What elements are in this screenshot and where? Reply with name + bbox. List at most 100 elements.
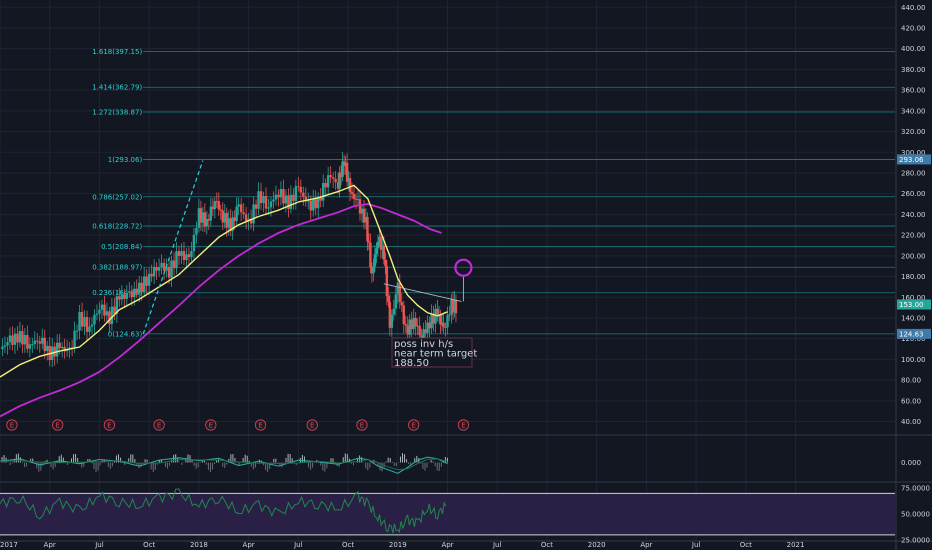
- slow-moving-average-line: [0, 203, 442, 418]
- earnings-marker: [153, 419, 165, 431]
- price-tick-label: 400.00: [901, 45, 926, 53]
- candle-body: [197, 208, 201, 228]
- candle-body: [324, 183, 327, 188]
- candle-body: [192, 234, 196, 252]
- x-tick-label: Apr: [441, 541, 453, 549]
- candle-body: [16, 333, 19, 343]
- candle-body: [185, 254, 188, 261]
- candle-body: [211, 206, 215, 210]
- candle-body: [190, 251, 193, 258]
- candle-body: [172, 260, 176, 269]
- price-tag-label: 124.63: [899, 330, 924, 338]
- candle-body: [26, 334, 29, 349]
- candle-body: [362, 208, 366, 223]
- candle-body: [235, 206, 238, 221]
- candle-body: [354, 198, 358, 200]
- earnings-marker: [408, 419, 420, 431]
- x-tick-label: Oct: [143, 541, 155, 549]
- candle-body: [85, 317, 89, 332]
- candle-body: [108, 311, 111, 325]
- candle-body: [41, 337, 44, 344]
- candle-body: [98, 309, 101, 314]
- earnings-marker: [457, 419, 470, 431]
- candle-body: [207, 218, 211, 221]
- candle-body: [128, 291, 131, 293]
- candle-body: [217, 201, 220, 210]
- candle-body: [339, 172, 343, 177]
- candle-body: [38, 341, 41, 344]
- candle-body: [402, 305, 405, 324]
- candle-body: [434, 308, 437, 324]
- candle-body: [209, 206, 213, 221]
- candle-body: [88, 326, 91, 332]
- earnings-marker-label: E: [10, 422, 14, 430]
- candle-body: [341, 161, 344, 177]
- price-tick-label: 120.00: [901, 335, 926, 343]
- candle-body: [182, 251, 186, 261]
- candle-body: [160, 262, 163, 268]
- macd-signal-line: [0, 458, 448, 471]
- candle-body: [279, 188, 283, 198]
- price-tick-label: 160.00: [901, 294, 926, 302]
- candle-body: [416, 325, 419, 327]
- price-tick-label: 340.00: [901, 107, 926, 115]
- earnings-marker: [306, 419, 318, 431]
- fib-level-label: 1(293.06): [108, 156, 143, 164]
- candle-body: [350, 192, 354, 194]
- candle-body: [1, 346, 4, 350]
- fib-level-label: 0.5(208.84): [101, 243, 142, 251]
- earnings-marker-label: E: [461, 422, 465, 430]
- trend-line: [142, 160, 204, 335]
- price-tick-label: 300.00: [901, 149, 926, 157]
- candle-body: [13, 333, 17, 345]
- candle-body: [367, 241, 371, 243]
- candle-body: [170, 260, 173, 278]
- price-tick-label: 80.00: [901, 377, 921, 385]
- earnings-marker: [6, 419, 18, 431]
- price-tag-bg: [897, 299, 931, 310]
- candle-body: [55, 342, 59, 357]
- candle-body: [436, 308, 439, 316]
- candle-body: [115, 296, 119, 314]
- candle-body: [432, 313, 435, 324]
- candle-body: [33, 340, 37, 345]
- candle-body: [334, 178, 337, 182]
- candle-body: [326, 175, 330, 188]
- candle-body: [274, 194, 278, 200]
- earnings-marker-label: E: [157, 422, 161, 430]
- candle-body: [404, 323, 407, 326]
- candle-body: [342, 161, 346, 167]
- candle-body: [400, 302, 403, 306]
- candle-body: [448, 314, 451, 316]
- x-tick-label: Oct: [342, 541, 354, 549]
- candle-body: [205, 218, 209, 227]
- price-tick-label: 40.00: [901, 418, 921, 426]
- x-tick-label: 2019: [389, 541, 407, 549]
- x-tick-label: 2017: [0, 541, 18, 549]
- candle-body: [358, 199, 362, 214]
- candle-body: [215, 201, 218, 203]
- candle-body: [28, 344, 32, 349]
- fast-moving-average-line: [0, 184, 448, 378]
- candle-body: [201, 212, 205, 223]
- candle-body: [304, 196, 307, 202]
- candle-body: [48, 345, 51, 361]
- candle-body: [125, 292, 128, 299]
- candle-body: [428, 322, 431, 329]
- candle-body: [336, 181, 340, 189]
- candle-body: [63, 346, 66, 352]
- candle-body: [381, 245, 384, 250]
- candle-body: [180, 251, 183, 256]
- candle-body: [195, 227, 198, 235]
- candle-body: [225, 212, 228, 228]
- candles-group: [1, 152, 458, 367]
- neckline: [383, 283, 462, 302]
- candle-body: [378, 236, 381, 242]
- candle-body: [344, 162, 347, 167]
- price-tick-label: 360.00: [901, 87, 926, 95]
- fib-level-label: 0.618(228.72): [92, 223, 142, 231]
- candle-body: [292, 194, 295, 201]
